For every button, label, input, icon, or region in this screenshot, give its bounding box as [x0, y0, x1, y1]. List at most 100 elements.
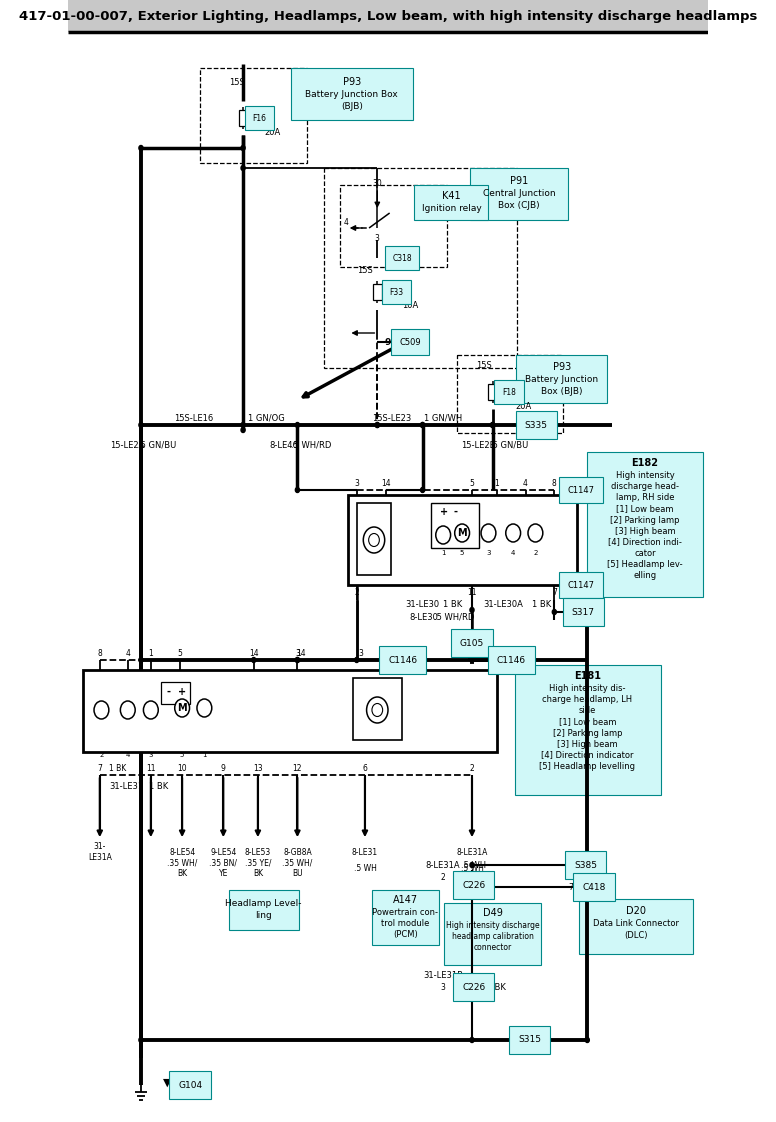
- Text: 31-LE30: 31-LE30: [406, 599, 440, 608]
- Text: [5] Headlamp lev-: [5] Headlamp lev-: [607, 560, 683, 569]
- Text: [2] Parking lamp: [2] Parking lamp: [553, 728, 622, 737]
- Text: P91: P91: [510, 176, 528, 186]
- Circle shape: [241, 166, 245, 171]
- Circle shape: [490, 423, 494, 427]
- Bar: [161, 682, 189, 703]
- Text: F16: F16: [252, 113, 266, 122]
- Text: [2] Parking lamp: [2] Parking lamp: [610, 515, 680, 524]
- Text: 417-01-00-007, Exterior Lighting, Headlamps, Low beam, with high intensity disch: 417-01-00-007, Exterior Lighting, Headla…: [19, 9, 757, 22]
- Bar: [340, 185, 447, 267]
- Text: M: M: [178, 703, 187, 712]
- Text: 7: 7: [568, 883, 573, 892]
- Bar: [238, 110, 248, 126]
- Bar: [68, 0, 708, 33]
- Text: 2: 2: [533, 550, 538, 557]
- Text: S335: S335: [525, 421, 548, 430]
- Text: .5 WH/RD: .5 WH/RD: [434, 613, 474, 622]
- Bar: [470, 168, 567, 220]
- Text: C1146: C1146: [497, 655, 526, 664]
- Text: 31-LE31B: 31-LE31B: [423, 971, 463, 980]
- Bar: [324, 168, 518, 368]
- Text: [3] High beam: [3] High beam: [557, 739, 618, 748]
- Text: .5 BK: .5 BK: [484, 983, 506, 992]
- Text: ▼: ▼: [163, 1078, 171, 1088]
- Text: 7: 7: [97, 763, 102, 773]
- Circle shape: [470, 863, 474, 867]
- Text: [4] Direction indi-: [4] Direction indi-: [608, 537, 682, 546]
- Text: .5 WH: .5 WH: [461, 861, 487, 870]
- Text: 11: 11: [467, 588, 476, 597]
- Text: 20A: 20A: [265, 128, 281, 137]
- Text: 1 BK: 1 BK: [150, 782, 168, 791]
- Text: S385: S385: [574, 861, 598, 870]
- Text: (DLC): (DLC): [624, 930, 648, 939]
- Text: 1: 1: [202, 752, 206, 758]
- Bar: [291, 68, 413, 120]
- Circle shape: [470, 884, 474, 890]
- Text: 9-LE54: 9-LE54: [210, 847, 237, 856]
- Text: 8-LE31: 8-LE31: [352, 847, 378, 856]
- Text: G105: G105: [460, 638, 484, 647]
- Text: 14: 14: [381, 478, 390, 487]
- Text: 4: 4: [126, 649, 130, 657]
- Text: 4: 4: [344, 218, 348, 227]
- Text: C418: C418: [582, 883, 605, 892]
- Text: Headlamp Level-: Headlamp Level-: [225, 899, 302, 908]
- Text: F33: F33: [390, 287, 404, 296]
- Text: Box (BJB): Box (BJB): [541, 386, 583, 395]
- Text: trol module: trol module: [381, 919, 429, 928]
- Circle shape: [553, 609, 556, 615]
- Text: -: -: [453, 507, 458, 517]
- Circle shape: [421, 487, 424, 493]
- Text: .5 WH/RD: .5 WH/RD: [291, 441, 331, 450]
- Circle shape: [481, 524, 496, 542]
- Text: A147: A147: [393, 895, 417, 905]
- Bar: [587, 452, 702, 597]
- Text: C509: C509: [400, 338, 421, 347]
- Text: 8-LE31A: 8-LE31A: [426, 861, 460, 870]
- Text: 4: 4: [523, 478, 528, 487]
- Text: C1146: C1146: [388, 655, 417, 664]
- Text: D20: D20: [626, 905, 646, 916]
- Text: C226: C226: [462, 881, 485, 890]
- Text: 8-LE30: 8-LE30: [410, 613, 438, 622]
- Text: 3: 3: [487, 550, 490, 557]
- Circle shape: [585, 1038, 589, 1042]
- Text: [1] Low beam: [1] Low beam: [559, 717, 616, 727]
- Text: Ignition relay: Ignition relay: [421, 203, 481, 212]
- Text: 1: 1: [148, 649, 153, 657]
- Circle shape: [197, 699, 212, 717]
- Text: 8: 8: [98, 649, 102, 657]
- Text: .5 WH: .5 WH: [461, 864, 483, 873]
- Text: E182: E182: [632, 458, 658, 468]
- Text: 8-LE46: 8-LE46: [270, 441, 299, 450]
- Text: Powertrain con-: Powertrain con-: [372, 908, 438, 917]
- Bar: [348, 495, 577, 585]
- Text: 15S: 15S: [230, 77, 245, 86]
- Text: +: +: [440, 507, 448, 517]
- Text: 14: 14: [249, 649, 258, 657]
- Text: [3] High beam: [3] High beam: [615, 526, 675, 535]
- Text: .35 WH/
BK: .35 WH/ BK: [167, 858, 197, 877]
- Text: headlamp calibration: headlamp calibration: [452, 931, 534, 940]
- Text: High intensity dis-: High intensity dis-: [549, 683, 625, 692]
- Circle shape: [120, 701, 135, 719]
- Circle shape: [470, 607, 474, 613]
- Text: Battery Junction: Battery Junction: [525, 375, 598, 384]
- Circle shape: [144, 701, 158, 719]
- Text: 1 BK: 1 BK: [443, 599, 462, 608]
- Circle shape: [175, 699, 189, 717]
- Text: P93: P93: [343, 77, 361, 88]
- Bar: [457, 355, 563, 433]
- Text: .35 BN/
YE: .35 BN/ YE: [210, 858, 237, 877]
- Text: 3: 3: [375, 233, 379, 242]
- Text: discharge head-: discharge head-: [611, 481, 679, 490]
- Text: D49: D49: [483, 908, 503, 918]
- Text: S315: S315: [518, 1036, 541, 1045]
- Text: K41: K41: [442, 191, 461, 201]
- Text: 1 GN/OG: 1 GN/OG: [248, 414, 285, 423]
- Text: lamp, RH side: lamp, RH side: [615, 493, 674, 502]
- Text: P93: P93: [553, 362, 571, 373]
- Circle shape: [376, 423, 379, 427]
- Bar: [431, 503, 479, 548]
